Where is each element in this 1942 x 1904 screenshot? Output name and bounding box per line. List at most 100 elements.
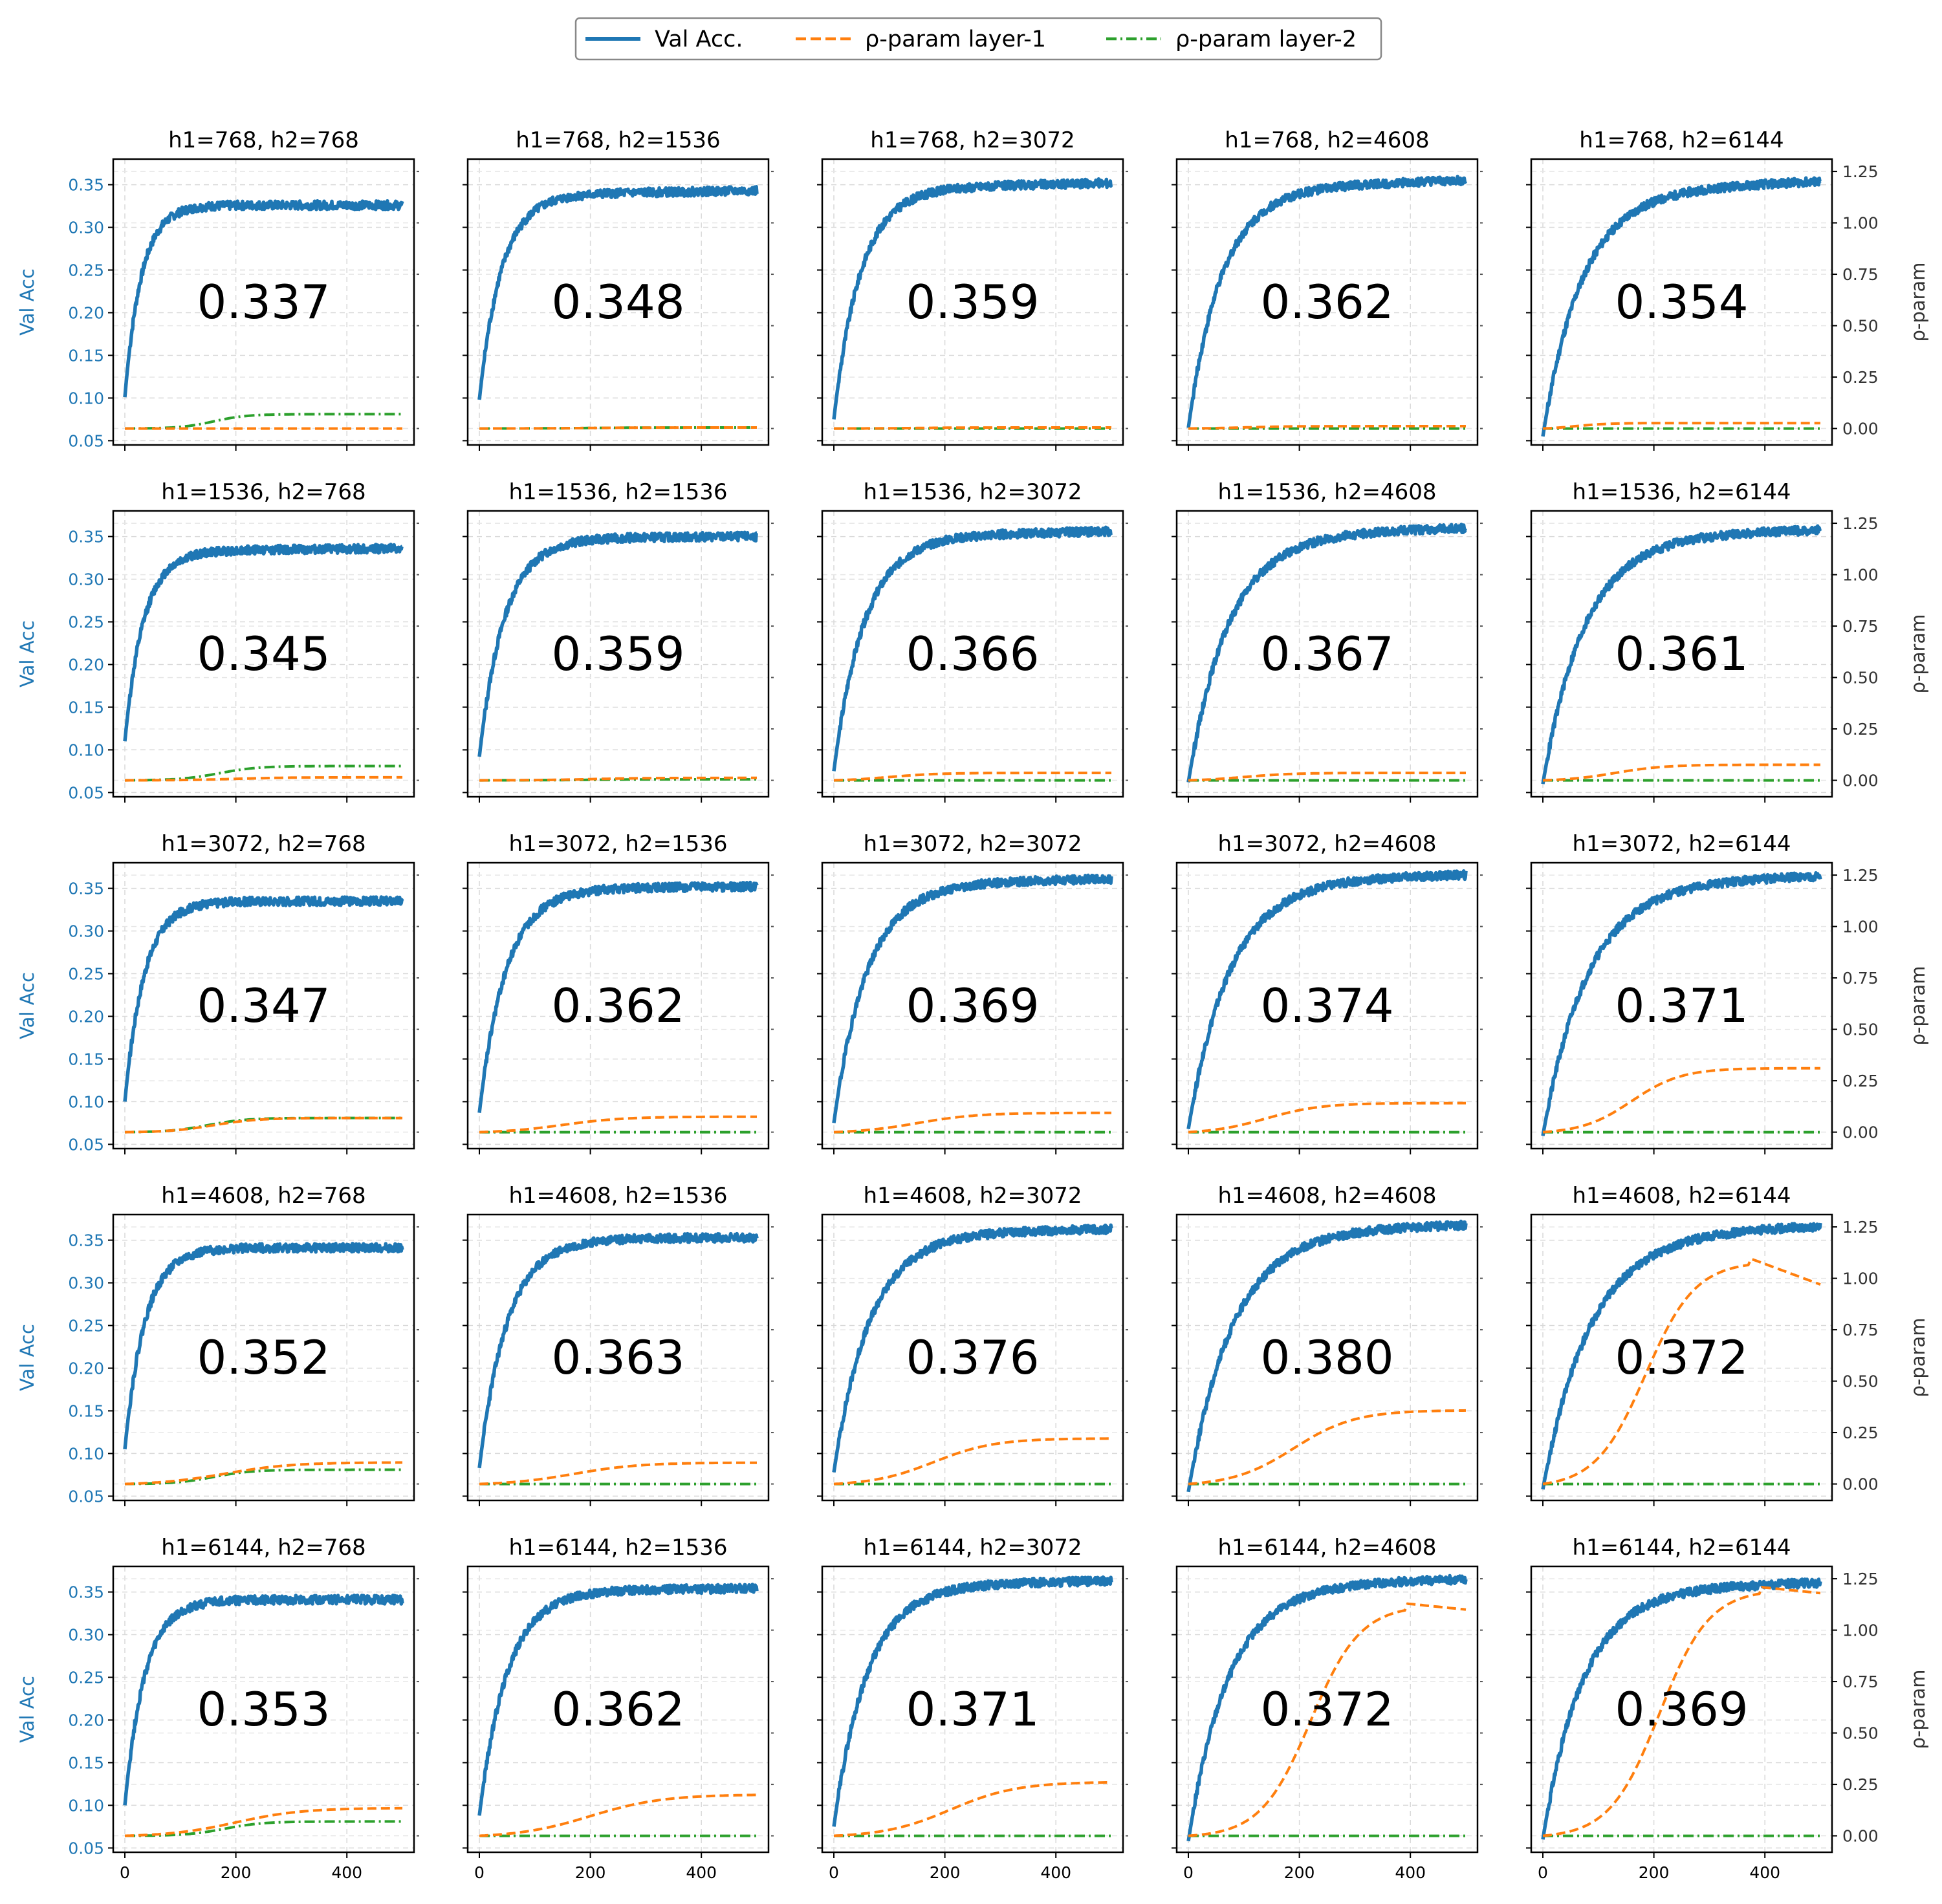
best-val-acc-label: 0.363 bbox=[551, 1330, 684, 1385]
series-val-acc bbox=[123, 1594, 404, 1806]
best-val-acc-label: 0.372 bbox=[1615, 1330, 1748, 1385]
grid bbox=[1531, 863, 1832, 1149]
panel-title: h1=3072, h2=3072 bbox=[863, 831, 1082, 857]
y2-tick-label: 1.25 bbox=[1842, 162, 1879, 181]
y-tick-label: 0.30 bbox=[68, 570, 104, 589]
series-val-acc bbox=[1186, 175, 1468, 429]
series-val-acc bbox=[1541, 176, 1822, 437]
y2-tick-label: 0.00 bbox=[1842, 1827, 1879, 1846]
y-tick-label: 0.20 bbox=[68, 1359, 104, 1378]
series-rho-layer-1 bbox=[479, 1115, 757, 1134]
series-rho-layer-1 bbox=[1188, 1101, 1466, 1134]
panel-title: h1=1536, h2=3072 bbox=[863, 479, 1082, 505]
x-tick-label: 0 bbox=[474, 1863, 485, 1882]
y-tick-label: 0.30 bbox=[68, 1274, 104, 1293]
panel-21: h1=6144, h2=768 0.353 0.05 0.10 0.15 0.20 0.25… bbox=[16, 1535, 419, 1882]
panel-title: h1=6144, h2=1536 bbox=[508, 1535, 727, 1561]
axes-frame bbox=[1175, 1565, 1479, 1854]
y-tick-label: 0.25 bbox=[68, 1669, 104, 1687]
series-rho-layer-1 bbox=[833, 772, 1111, 782]
panel-15: h1=3072, h2=6144 0.371 0.00 0.25 0.50 0.75 1.0… bbox=[1526, 831, 1929, 1154]
axes-frame bbox=[112, 158, 415, 446]
y2-tick-label: 0.25 bbox=[1842, 1423, 1879, 1442]
x-tick-label: 0 bbox=[120, 1863, 130, 1882]
y2-tick-label: 0.00 bbox=[1842, 420, 1879, 438]
series-rho-layer-1 bbox=[1542, 1586, 1821, 1837]
series-val-acc bbox=[832, 873, 1113, 1123]
series-lines bbox=[1186, 1219, 1468, 1493]
y-tick-label: 0.05 bbox=[68, 1135, 104, 1154]
panel-title: h1=4608, h2=768 bbox=[161, 1183, 365, 1209]
panel-title: h1=4608, h2=1536 bbox=[508, 1183, 727, 1209]
y2-tick-label: 1.00 bbox=[1842, 214, 1879, 233]
grid bbox=[1531, 511, 1832, 797]
series-rho-layer-1 bbox=[833, 1780, 1112, 1837]
series-rho-layer-1 bbox=[1542, 1066, 1820, 1134]
panel-4: h1=768, h2=4608 0.362 bbox=[1172, 127, 1483, 451]
y2-tick-label: 0.75 bbox=[1842, 1672, 1879, 1691]
axes-frame bbox=[466, 510, 770, 798]
panel-title: h1=1536, h2=768 bbox=[161, 479, 365, 505]
best-val-acc-label: 0.348 bbox=[551, 275, 684, 329]
axes-frame bbox=[1530, 510, 1833, 798]
axes-frame bbox=[821, 158, 1124, 446]
axes-frame bbox=[112, 1565, 415, 1854]
panel-title: h1=4608, h2=6144 bbox=[1572, 1183, 1791, 1209]
axes-frame bbox=[112, 1213, 415, 1502]
y2-axis-label: ρ-param bbox=[1907, 263, 1929, 342]
series-lines bbox=[1186, 175, 1468, 430]
series-lines bbox=[832, 873, 1113, 1134]
panel-24: h1=6144, h2=4608 0.372 0 200 400 bbox=[1172, 1535, 1483, 1882]
series-lines bbox=[477, 880, 759, 1134]
y-axis-label: Val Acc bbox=[16, 268, 38, 336]
grid bbox=[468, 1215, 769, 1500]
series-rho-layer-1 bbox=[124, 1461, 402, 1486]
x-tick-label: 0 bbox=[829, 1863, 839, 1882]
best-val-acc-label: 0.369 bbox=[1615, 1682, 1748, 1736]
y2-axis-label: ρ-param bbox=[1907, 614, 1929, 694]
y-tick-label: 0.30 bbox=[68, 219, 104, 237]
x-tick-label: 400 bbox=[1749, 1863, 1780, 1882]
y2-tick-label: 0.00 bbox=[1842, 772, 1879, 790]
y2-tick-label: 0.25 bbox=[1842, 1775, 1879, 1794]
y-tick-label: 0.05 bbox=[68, 1487, 104, 1506]
y-tick-label: 0.20 bbox=[68, 303, 104, 322]
y2-tick-label: 1.00 bbox=[1842, 1270, 1879, 1288]
panel-title: h1=768, h2=6144 bbox=[1579, 127, 1784, 153]
series-rho-layer-1 bbox=[1188, 1602, 1467, 1837]
y2-tick-label: 0.50 bbox=[1842, 1724, 1879, 1743]
axes-frame bbox=[466, 1213, 770, 1502]
series-val-acc bbox=[1541, 1222, 1822, 1490]
series-val-acc bbox=[123, 1242, 404, 1450]
axes-frame bbox=[112, 861, 415, 1150]
y-tick-label: 0.20 bbox=[68, 655, 104, 674]
axes-frame bbox=[1175, 158, 1479, 446]
panel-9: h1=1536, h2=4608 0.367 bbox=[1172, 479, 1483, 803]
best-val-acc-label: 0.347 bbox=[197, 979, 330, 1033]
y-tick-label: 0.30 bbox=[68, 922, 104, 941]
y2-tick-label: 0.25 bbox=[1842, 720, 1879, 739]
series-rho-layer-1 bbox=[833, 1437, 1111, 1486]
panel-title: h1=768, h2=768 bbox=[168, 127, 359, 153]
series-val-acc bbox=[477, 530, 758, 757]
series-rho-layer-1 bbox=[479, 1793, 757, 1837]
y-tick-label: 0.15 bbox=[68, 346, 104, 365]
series-lines bbox=[123, 199, 404, 430]
series-val-acc bbox=[123, 543, 404, 742]
panel-22: h1=6144, h2=1536 0.362 0 200 400 bbox=[463, 1535, 774, 1882]
series-val-acc bbox=[1541, 871, 1822, 1136]
series-lines bbox=[1186, 1574, 1468, 1842]
best-val-acc-label: 0.376 bbox=[906, 1330, 1039, 1385]
y-tick-label: 0.35 bbox=[68, 1583, 104, 1602]
y2-tick-label: 1.00 bbox=[1842, 1621, 1879, 1640]
y-tick-label: 0.15 bbox=[68, 1050, 104, 1068]
series-rho-layer-2 bbox=[124, 1820, 402, 1837]
y-tick-label: 0.35 bbox=[68, 1231, 104, 1250]
series-lines bbox=[1186, 869, 1468, 1134]
series-rho-layer-1 bbox=[479, 1461, 757, 1486]
series-lines bbox=[1541, 524, 1822, 784]
best-val-acc-label: 0.369 bbox=[906, 979, 1039, 1033]
x-tick-label: 0 bbox=[1538, 1863, 1548, 1882]
panel-title: h1=768, h2=1536 bbox=[516, 127, 720, 153]
y2-tick-label: 0.50 bbox=[1842, 317, 1879, 336]
